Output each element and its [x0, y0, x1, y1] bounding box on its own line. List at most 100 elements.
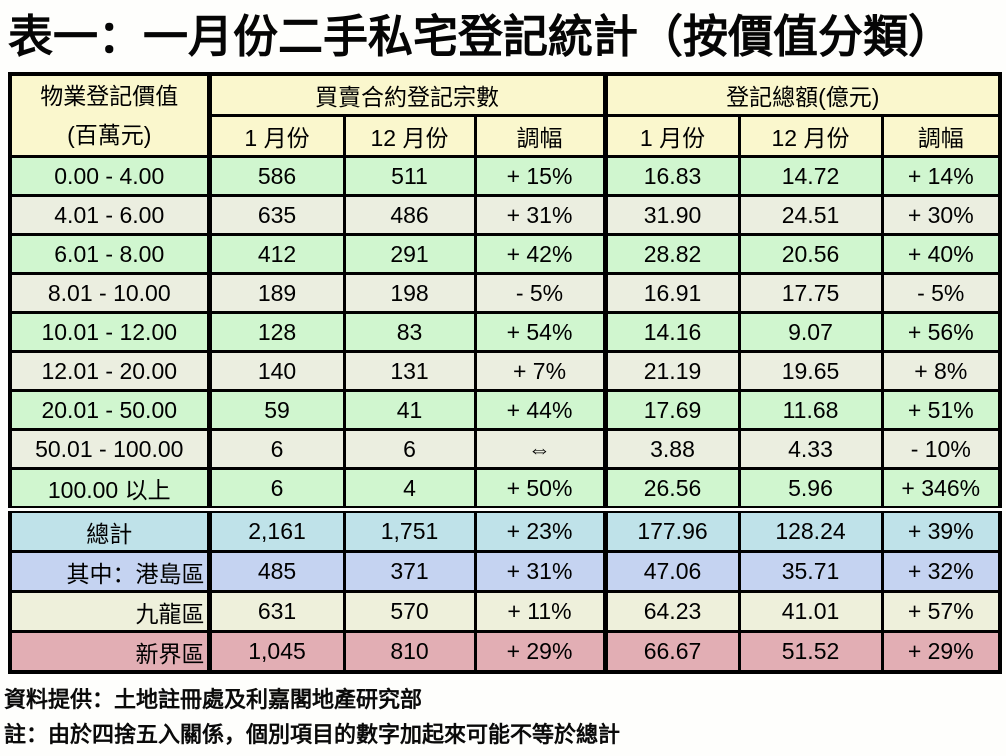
row-label: 8.01 - 10.00: [8, 272, 211, 314]
group-header-registration-count: 買賣合約登記宗數: [206, 72, 607, 117]
subheader-amount-jan: 1 月份: [602, 114, 741, 158]
cell-amount-dec: 20.56: [737, 233, 884, 275]
cell-count-jan: 1,045: [206, 630, 346, 674]
table-row: 8.01 - 10.00 189 198- 5% 16.91 17.75- 5%: [8, 272, 1002, 314]
row-label: 4.01 - 6.00: [8, 194, 211, 236]
cell-amount-change: + 56%: [880, 311, 1002, 353]
cell-count-dec: 198: [342, 272, 477, 314]
subheader-amount-change: 調幅: [880, 114, 1002, 158]
cell-amount-dec: 24.51: [737, 194, 884, 236]
cell-amount-dec: 35.71: [737, 550, 884, 593]
cell-count-change: + 11%: [473, 590, 607, 633]
cell-amount-change: + 14%: [880, 155, 1002, 197]
cell-count-change: + 15%: [473, 155, 607, 197]
footer: 資料提供：土地註冊處及利嘉閣地產研究部 註：由於四捨五入關係，個別項目的數字加起…: [4, 682, 1006, 752]
cell-amount-dec: 5.96: [737, 467, 884, 511]
cell-count-jan: 6: [206, 428, 346, 470]
cell-count-change: + 31%: [473, 550, 607, 593]
cell-count-dec: 486: [342, 194, 477, 236]
row-label: 總計: [8, 506, 211, 553]
cell-amount-dec: 128.24: [737, 506, 884, 553]
cell-amount-dec: 4.33: [737, 428, 884, 470]
table-row: 0.00 - 4.00 586 511 + 15% 16.83 14.72 + 14%: [8, 155, 1002, 197]
table-row: 總計 2,161 1,751 + 23% 177.96 128.24 + 39%: [8, 506, 1002, 553]
registrations-table: 物業登記價值 (百萬元) 買賣合約登記宗數 登記總額(億元) 1 月份 12 月份…: [8, 72, 1002, 674]
cell-count-change: ⇔: [473, 428, 607, 470]
cell-count-dec: 4: [342, 467, 477, 511]
cell-count-change: + 50%: [473, 467, 607, 511]
cell-amount-change: + 57%: [880, 590, 1002, 633]
page-title: 表一：一月份二手私宅登記統計（按價值分類）: [8, 11, 954, 62]
cell-amount-jan: 28.82: [602, 233, 741, 275]
cell-amount-dec: 11.68: [737, 389, 884, 431]
group-header-total-amount: 登記總額(億元): [602, 72, 1002, 117]
row-label: 10.01 - 12.00: [8, 311, 211, 353]
cell-count-jan: 586: [206, 155, 346, 197]
table-row: 新界區 1,045 810 + 29% 66.67 51.52 + 29%: [8, 630, 1002, 674]
cell-amount-jan: 21.19: [602, 350, 741, 392]
cell-amount-dec: 9.07: [737, 311, 884, 353]
cell-count-dec: 83: [342, 311, 477, 353]
source-note: 資料提供：土地註冊處及利嘉閣地產研究部: [4, 687, 423, 712]
row-label: 0.00 - 4.00: [8, 155, 211, 197]
cell-count-change: + 42%: [473, 233, 607, 275]
row-label: 50.01 - 100.00: [8, 428, 211, 470]
cell-amount-jan: 31.90: [602, 194, 741, 236]
row-label: 6.01 - 8.00: [8, 233, 211, 275]
cell-amount-jan: 3.88: [602, 428, 741, 470]
cell-count-change: - 5%: [473, 272, 607, 314]
subheader-amount-dec: 12 月份: [737, 114, 884, 158]
cell-count-dec: 371: [342, 550, 477, 593]
table-row: 50.01 - 100.00 6 6 ⇔ 3.88 4.33- 10%: [8, 428, 1002, 470]
cell-amount-dec: 19.65: [737, 350, 884, 392]
cell-amount-dec: 17.75: [737, 272, 884, 314]
row-label: 新界區: [8, 630, 211, 674]
cell-amount-change: + 30%: [880, 194, 1002, 236]
cell-count-dec: 810: [342, 630, 477, 674]
cell-count-jan: 635: [206, 194, 346, 236]
table-row: 6.01 - 8.00 412 291 + 42% 28.82 20.56 + 40%: [8, 233, 1002, 275]
col-header-property-value-line1: 物業登記價值: [40, 82, 179, 109]
cell-amount-change: - 5%: [880, 272, 1002, 314]
table-row: 其中：港島區 485 371 + 31% 47.06 35.71 + 32%: [8, 550, 1002, 593]
cell-amount-change: + 51%: [880, 389, 1002, 431]
row-label: 100.00 以上: [8, 467, 211, 511]
cell-count-change: + 29%: [473, 630, 607, 674]
table-row: 100.00 以上 6 4 + 50% 26.56 5.96 + 346%: [8, 467, 1002, 511]
cell-count-change: + 31%: [473, 194, 607, 236]
table-row: 10.01 - 12.00 128 83 + 54% 14.16 9.07 + 56%: [8, 311, 1002, 353]
cell-count-jan: 140: [206, 350, 346, 392]
cell-amount-jan: 26.56: [602, 467, 741, 511]
cell-amount-jan: 47.06: [602, 550, 741, 593]
cell-count-jan: 128: [206, 311, 346, 353]
cell-count-dec: 291: [342, 233, 477, 275]
table-row: 12.01 - 20.00 140 131 + 7% 21.19 19.65 + 8%: [8, 350, 1002, 392]
subheader-count-jan: 1 月份: [206, 114, 346, 158]
cell-amount-dec: 51.52: [737, 630, 884, 674]
cell-count-dec: 6: [342, 428, 477, 470]
cell-amount-change: + 32%: [880, 550, 1002, 593]
table-row: 九龍區 631 570 + 11% 64.23 41.01 + 57%: [8, 590, 1002, 633]
cell-count-dec: 570: [342, 590, 477, 633]
rounding-note: 註：由於四捨五入關係，個別項目的數字加起來可能不等於總計: [4, 722, 621, 747]
cell-count-jan: 59: [206, 389, 346, 431]
cell-count-jan: 6: [206, 467, 346, 511]
row-label: 其中：港島區: [8, 550, 211, 593]
cell-count-jan: 2,161: [206, 506, 346, 553]
cell-amount-jan: 177.96: [602, 506, 741, 553]
cell-count-jan: 189: [206, 272, 346, 314]
col-header-property-value: 物業登記價值 (百萬元): [8, 72, 211, 158]
cell-amount-jan: 16.91: [602, 272, 741, 314]
cell-amount-jan: 66.67: [602, 630, 741, 674]
row-label: 12.01 - 20.00: [8, 350, 211, 392]
table-row: 20.01 - 50.00 59 41 + 44% 17.69 11.68 + 51%: [8, 389, 1002, 431]
cell-amount-change: + 346%: [880, 467, 1002, 511]
group-header-row: 物業登記價值 (百萬元) 買賣合約登記宗數 登記總額(億元): [8, 72, 1002, 158]
subheader-count-dec: 12 月份: [342, 114, 477, 158]
cell-amount-change: - 10%: [880, 428, 1002, 470]
cell-amount-change: + 8%: [880, 350, 1002, 392]
row-label: 20.01 - 50.00: [8, 389, 211, 431]
cell-count-change: + 7%: [473, 350, 607, 392]
cell-count-dec: 511: [342, 155, 477, 197]
